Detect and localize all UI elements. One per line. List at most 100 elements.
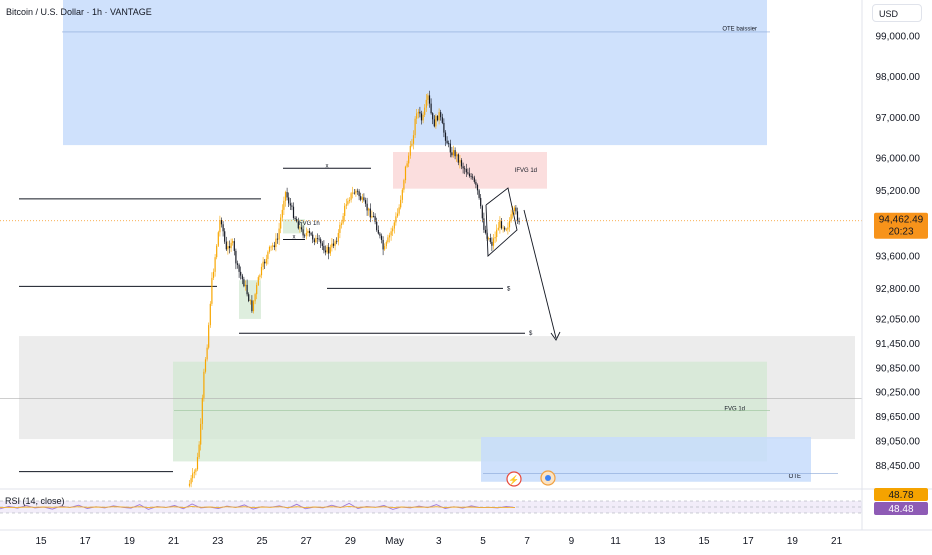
zone-label: FVG 1d [724, 407, 745, 413]
x-tick-label: 19 [124, 536, 136, 547]
candle-body [296, 218, 298, 222]
chart-title: Bitcoin / U.S. Dollar · 1h · VANTAGE [6, 7, 152, 17]
zone-ifvg-1 [393, 152, 547, 189]
candle-body [353, 192, 355, 194]
candle-body [356, 190, 359, 192]
y-tick-label: 89,650.00 [876, 412, 921, 423]
candle-body [435, 116, 437, 127]
candle-body [225, 241, 227, 250]
candle-body [347, 201, 349, 205]
candle-body [294, 217, 296, 219]
candle-body [462, 166, 464, 169]
y-tick-label: 98,000.00 [876, 72, 921, 83]
candle-body [448, 143, 450, 145]
candle-body [300, 227, 303, 230]
candle-body [288, 197, 290, 204]
x-tick-label: 13 [654, 536, 666, 547]
candle-body [254, 294, 256, 302]
x-tick-label: 27 [301, 536, 313, 547]
x-tick-label: 3 [436, 536, 442, 547]
candle-body [336, 241, 338, 243]
candle-body [515, 207, 517, 212]
candle-body [350, 193, 352, 200]
candle-body [412, 135, 415, 144]
candle-body [326, 246, 328, 253]
candle-body [209, 303, 211, 326]
candle-body [470, 176, 472, 177]
y-tick-label: 92,800.00 [876, 284, 921, 295]
x-tick-label: 9 [569, 536, 575, 547]
x-tick-label: 29 [345, 536, 357, 547]
zone-label: FVG 1h [299, 221, 320, 227]
last-price-value: 94,462.49 [879, 215, 924, 226]
candle-body [228, 246, 231, 249]
candle-body [302, 229, 304, 236]
candle-body [188, 483, 191, 486]
candle-body [464, 168, 466, 170]
candle-body [504, 227, 506, 230]
candle-body [283, 200, 285, 210]
candle-body [443, 122, 445, 133]
y-tick-label: 91,450.00 [876, 339, 921, 350]
candle-body [268, 246, 271, 252]
candle-body [219, 220, 221, 233]
candle-body [360, 196, 362, 200]
candle-body [292, 206, 295, 218]
level-label: x [293, 235, 296, 241]
candle-body [192, 473, 194, 479]
candle-body [280, 217, 282, 229]
event-calendar-dot [545, 475, 551, 481]
candle-body [472, 176, 474, 178]
candle-body [419, 111, 421, 114]
candle-body [446, 140, 448, 144]
candle-body [388, 235, 391, 238]
candle-body [488, 237, 490, 239]
candle-body [224, 231, 226, 242]
candle-body [492, 238, 495, 246]
x-tick-label: 17 [743, 536, 755, 547]
candle-body [476, 184, 479, 191]
candle-body [206, 347, 208, 360]
candle-body [361, 197, 363, 200]
candle-body [318, 238, 320, 240]
candle-body [248, 294, 250, 301]
candle-body [483, 218, 485, 230]
candle-body [324, 250, 327, 253]
candle-body [502, 227, 504, 229]
x-tick-label: 7 [524, 536, 530, 547]
currency-selector[interactable]: USD [872, 4, 922, 22]
event-flash-icon [506, 471, 522, 487]
candle-body [190, 478, 192, 484]
x-tick-label: May [385, 536, 404, 547]
wedge-pattern [485, 187, 518, 257]
candle-body [331, 243, 333, 248]
candle-body [374, 216, 376, 222]
y-tick-label: 97,000.00 [876, 113, 921, 124]
rsi-ma-badge [874, 502, 928, 515]
candle-body [323, 245, 325, 251]
candle-body [267, 251, 269, 259]
candle-body [339, 224, 341, 233]
candle-body [281, 209, 283, 218]
candle-body [459, 160, 461, 163]
candle-body [232, 241, 234, 243]
candle-body [387, 237, 389, 243]
candle-body [408, 155, 410, 164]
candle-body [499, 220, 501, 228]
candle-body [396, 213, 399, 217]
candle-body [273, 245, 275, 248]
candle-body [422, 114, 424, 121]
zone-label: OTE [789, 474, 801, 480]
candle-body [233, 241, 235, 251]
candle-body [406, 163, 408, 167]
candle-body [385, 242, 387, 247]
candle-body [460, 160, 463, 167]
candle-body [195, 469, 197, 472]
candle-body [377, 230, 379, 234]
candle-body [363, 197, 365, 201]
candle-body [305, 232, 307, 236]
candle-body [297, 221, 299, 229]
candle-body [355, 190, 357, 194]
